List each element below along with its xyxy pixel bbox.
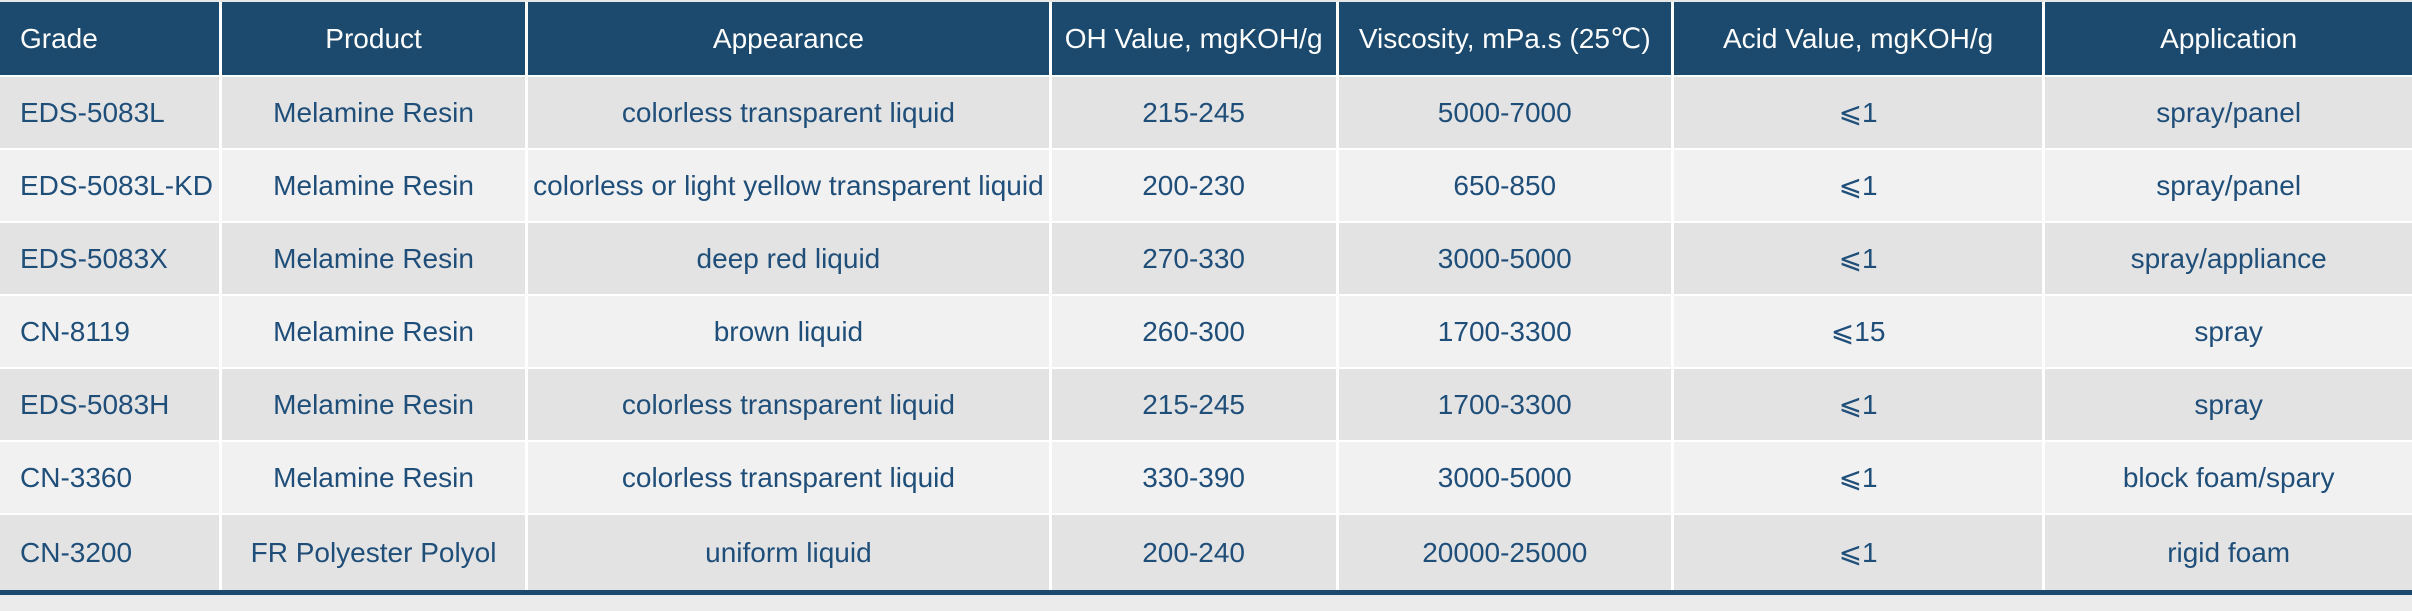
header-cell-oh-value-mgkoh-g: OH Value, mgKOH/g	[1051, 2, 1339, 77]
cell-product: Melamine Resin	[221, 223, 529, 296]
cell-acid-value-mgkoh-g: ⩽1	[1673, 223, 2046, 296]
cell-appearance: deep red liquid	[528, 223, 1052, 296]
cell-grade: CN-3200	[0, 515, 222, 590]
cell-viscosity-mpa-s-25: 20000-25000	[1338, 515, 1674, 590]
cell-product: FR Polyester Polyol	[221, 515, 529, 590]
cell-product: Melamine Resin	[221, 296, 529, 369]
cell-acid-value-mgkoh-g: ⩽1	[1673, 515, 2046, 590]
cell-grade: EDS-5083X	[0, 223, 222, 296]
cell-application: spray/panel	[2045, 77, 2412, 150]
table-row: CN-3360 Melamine Resin colorless transpare…	[0, 442, 2412, 515]
cell-acid-value-mgkoh-g: ⩽15	[1673, 296, 2046, 369]
cell-product: Melamine Resin	[221, 369, 529, 442]
cell-appearance: colorless transparent liquid	[528, 442, 1052, 515]
cell-oh-value-mgkoh-g: 215-245	[1051, 369, 1339, 442]
cell-grade: EDS-5083L	[0, 77, 222, 150]
cell-viscosity-mpa-s-25: 3000-5000	[1338, 442, 1674, 515]
table-row: EDS-5083L Melamine Resin colorless transpa…	[0, 77, 2412, 150]
cell-application: spray/appliance	[2045, 223, 2412, 296]
table-row: EDS-5083X Melamine Resin deep red liquid 27…	[0, 223, 2412, 296]
header-cell-viscosity-mpa-s-25: Viscosity, mPa.s (25℃)	[1338, 2, 1674, 77]
cell-viscosity-mpa-s-25: 1700-3300	[1338, 296, 1674, 369]
cell-oh-value-mgkoh-g: 270-330	[1051, 223, 1339, 296]
cell-grade: EDS-5083L-KD	[0, 150, 222, 223]
cell-application: spray/panel	[2045, 150, 2412, 223]
header-cell-application: Application	[2045, 2, 2412, 77]
cell-oh-value-mgkoh-g: 200-240	[1051, 515, 1339, 590]
table-header: Grade Product Appearance OH Value, mgKOH/g V…	[0, 2, 2412, 77]
cell-application: spray	[2045, 369, 2412, 442]
cell-acid-value-mgkoh-g: ⩽1	[1673, 150, 2046, 223]
cell-appearance: brown liquid	[528, 296, 1052, 369]
cell-grade: CN-8119	[0, 296, 222, 369]
header-cell-grade: Grade	[0, 2, 222, 77]
cell-appearance: colorless transparent liquid	[528, 369, 1052, 442]
header-cell-acid-value-mgkoh-g: Acid Value, mgKOH/g	[1673, 2, 2046, 77]
cell-grade: CN-3360	[0, 442, 222, 515]
cell-grade: EDS-5083H	[0, 369, 222, 442]
cell-viscosity-mpa-s-25: 1700-3300	[1338, 369, 1674, 442]
cell-application: spray	[2045, 296, 2412, 369]
cell-oh-value-mgkoh-g: 260-300	[1051, 296, 1339, 369]
product-spec-table: Grade Product Appearance OH Value, mgKOH/g V…	[0, 0, 2412, 595]
table-row: CN-8119 Melamine Resin brown liquid 260-300…	[0, 296, 2412, 369]
table-row: EDS-5083H Melamine Resin colorless transpa…	[0, 369, 2412, 442]
cell-appearance: uniform liquid	[528, 515, 1052, 590]
header-cell-appearance: Appearance	[528, 2, 1052, 77]
cell-acid-value-mgkoh-g: ⩽1	[1673, 77, 2046, 150]
cell-oh-value-mgkoh-g: 215-245	[1051, 77, 1339, 150]
cell-viscosity-mpa-s-25: 5000-7000	[1338, 77, 1674, 150]
cell-application: rigid foam	[2045, 515, 2412, 590]
header-cell-product: Product	[221, 2, 529, 77]
cell-appearance: colorless transparent liquid	[528, 77, 1052, 150]
cell-oh-value-mgkoh-g: 200-230	[1051, 150, 1339, 223]
cell-product: Melamine Resin	[221, 77, 529, 150]
cell-viscosity-mpa-s-25: 3000-5000	[1338, 223, 1674, 296]
cell-acid-value-mgkoh-g: ⩽1	[1673, 442, 2046, 515]
table-row: CN-3200 FR Polyester Polyol uniform liquid…	[0, 515, 2412, 590]
cell-product: Melamine Resin	[221, 150, 529, 223]
table-body: EDS-5083L Melamine Resin colorless transpa…	[0, 77, 2412, 590]
cell-oh-value-mgkoh-g: 330-390	[1051, 442, 1339, 515]
cell-application: block foam/spary	[2045, 442, 2412, 515]
header-row: Grade Product Appearance OH Value, mgKOH/g V…	[0, 2, 2412, 77]
table-row: EDS-5083L-KD Melamine Resin colorless or l…	[0, 150, 2412, 223]
cell-viscosity-mpa-s-25: 650-850	[1338, 150, 1674, 223]
cell-appearance: colorless or light yellow transparent li…	[528, 150, 1052, 223]
cell-acid-value-mgkoh-g: ⩽1	[1673, 369, 2046, 442]
cell-product: Melamine Resin	[221, 442, 529, 515]
